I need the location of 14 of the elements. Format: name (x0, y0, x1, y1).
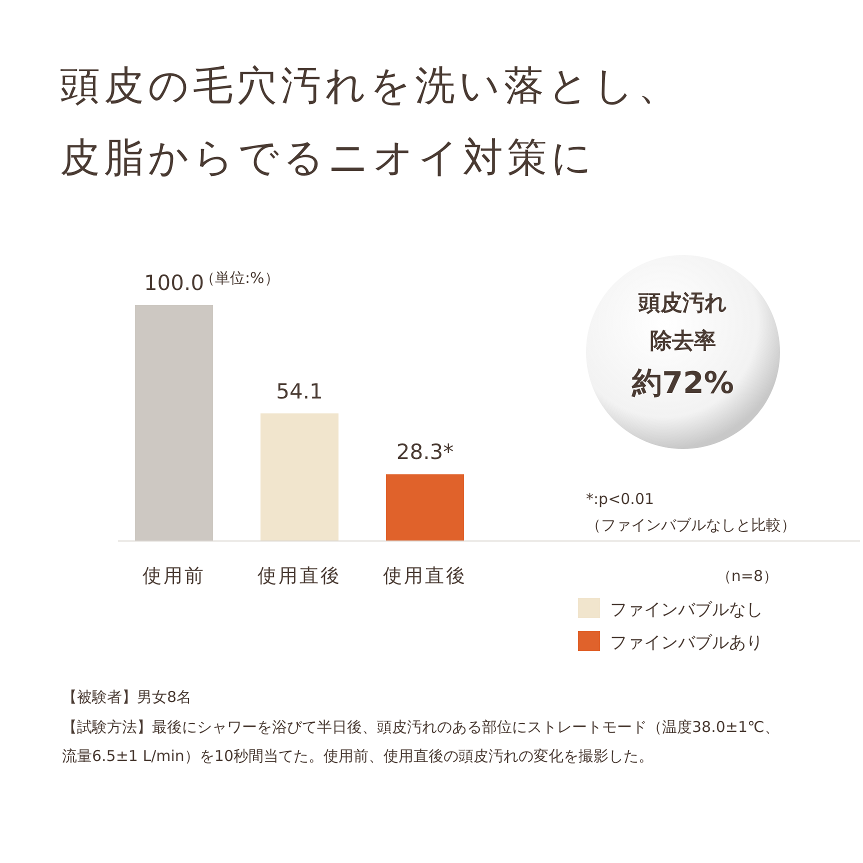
text: *:p<0.01 （ファインバブルなしと比較） (586, 490, 796, 534)
x-tick-label: 使用直後 (258, 565, 342, 587)
x-tick-label: 使用前 (142, 565, 206, 587)
text: 【試験方法】最後にシャワーを浴びて半日後、頭皮汚れのある部位にストレートモード（温度38.0±1℃、流量6.5±1 L/min）を10秒間当てた。使用前、使用直後の頭皮汚れの変化を撮影した。 (62, 717, 780, 767)
x-tick-label: 使用直後 (383, 565, 467, 587)
legend-label: ファインバブルあり (610, 633, 763, 653)
data-label: 54.1 (276, 379, 323, 404)
text: 約72% (631, 366, 734, 401)
text: 頭皮汚れ除去率 (637, 290, 728, 356)
legend-label: ファインバブルなし (610, 600, 763, 620)
text: （n=8） (716, 567, 778, 585)
chart-title: 頭皮の毛穴汚れを洗い落とし、皮脂からでるニオイ対策に (60, 62, 683, 182)
data-label: 28.3* (396, 440, 454, 464)
text: 【被験者】男女8名 (62, 687, 193, 708)
